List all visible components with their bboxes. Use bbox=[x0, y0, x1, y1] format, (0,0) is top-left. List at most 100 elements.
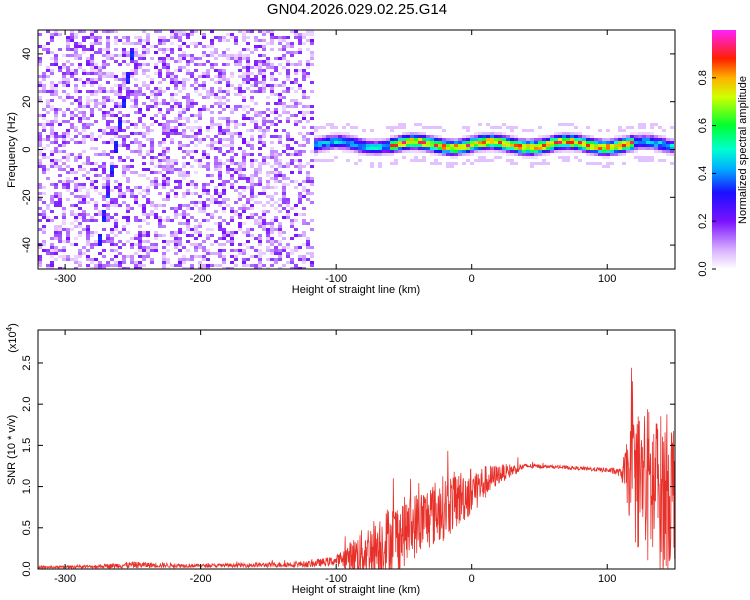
spectrogram-cell bbox=[658, 138, 662, 141]
spectrogram-cell bbox=[190, 267, 194, 269]
spectrogram-cell bbox=[110, 138, 114, 141]
spectrogram-cell bbox=[230, 36, 234, 39]
spectrogram-cell bbox=[642, 132, 646, 135]
spectrogram-cell bbox=[218, 36, 222, 39]
spectrogram-cell bbox=[150, 105, 154, 108]
spectrogram-cell bbox=[218, 147, 222, 150]
spectrogram-cell bbox=[298, 171, 302, 174]
spectrogram-cell bbox=[62, 258, 66, 261]
spectrogram-cell bbox=[310, 159, 314, 162]
spectrogram-cell bbox=[274, 186, 278, 189]
spectrogram-cell bbox=[610, 138, 614, 141]
spectrogram-cell bbox=[426, 135, 430, 138]
spectrogram-cell bbox=[298, 39, 302, 42]
spectrogram-cell bbox=[258, 234, 262, 237]
spectrogram-cell bbox=[46, 99, 50, 102]
spectrogram-cell bbox=[258, 90, 262, 93]
spectrogram-cell bbox=[130, 192, 134, 195]
spectrogram-cell bbox=[78, 156, 82, 159]
spectrogram-cell bbox=[130, 141, 134, 144]
spectrogram-cell bbox=[122, 171, 126, 174]
spectrogram-cell bbox=[86, 105, 90, 108]
spectrogram-cell bbox=[138, 204, 142, 207]
spectrogram-cell bbox=[590, 144, 594, 147]
spectrogram-cell bbox=[42, 249, 46, 252]
spectrogram-cell bbox=[150, 213, 154, 216]
spectrogram-cell bbox=[190, 258, 194, 261]
spectrogram-cell bbox=[502, 141, 506, 144]
spectrogram-cell bbox=[274, 207, 278, 210]
spectrogram-cell bbox=[242, 78, 246, 81]
spectrogram-cell bbox=[150, 81, 154, 84]
spectrogram-cell bbox=[206, 192, 210, 195]
spectrogram-cell bbox=[74, 195, 78, 198]
spectrogram-cell bbox=[454, 153, 458, 156]
spectrogram-cell bbox=[574, 144, 578, 147]
spectrogram-cell bbox=[486, 150, 490, 153]
spectrogram-cell bbox=[474, 159, 478, 162]
spectrogram-cell bbox=[274, 240, 278, 243]
spectrogram-cell bbox=[130, 237, 134, 240]
spectrogram-cell bbox=[370, 162, 374, 165]
spectrogram-cell bbox=[310, 51, 314, 54]
spectrogram-cell bbox=[134, 264, 138, 267]
spectrogram-cell bbox=[238, 171, 242, 174]
spectrogram-cell bbox=[254, 213, 258, 216]
spectrogram-cell bbox=[146, 84, 150, 87]
spectrogram-cell bbox=[590, 138, 594, 141]
spectrogram-cell bbox=[498, 132, 502, 135]
spectrogram-cell bbox=[638, 144, 642, 147]
spectrogram-cell bbox=[270, 87, 274, 90]
spectrogram-cell bbox=[666, 153, 670, 156]
spectrogram-cell bbox=[130, 189, 134, 192]
spectrogram-cell bbox=[274, 36, 278, 39]
spectrogram-cell bbox=[254, 81, 258, 84]
spectrogram-cell bbox=[54, 228, 58, 231]
spectrogram-cell bbox=[62, 267, 66, 269]
spectrogram-cell bbox=[250, 204, 254, 207]
spectrogram-cell bbox=[194, 30, 198, 33]
spectrogram-cell bbox=[278, 138, 282, 141]
spectrogram-cell bbox=[314, 135, 318, 138]
spectrogram-cell bbox=[134, 141, 138, 144]
spectrogram-cell bbox=[282, 237, 286, 240]
spectrogram-cell bbox=[310, 255, 314, 258]
spectrogram-cell bbox=[226, 99, 230, 102]
spectrogram-cell bbox=[306, 258, 310, 261]
spectrogram-cell bbox=[226, 150, 230, 153]
spectrogram-cell bbox=[186, 60, 190, 63]
spectrogram-cell bbox=[162, 36, 166, 39]
spectrogram-cell bbox=[526, 138, 530, 141]
spectrogram-cell bbox=[218, 165, 222, 168]
spectrogram-cell bbox=[402, 156, 406, 159]
spectrogram-cell bbox=[510, 129, 514, 132]
spectrogram-cell bbox=[250, 174, 254, 177]
spectrogram-cell bbox=[402, 123, 406, 126]
spectrogram-cell bbox=[186, 78, 190, 81]
spectrogram-cell bbox=[118, 144, 122, 147]
spectrogram-cell bbox=[90, 138, 94, 141]
spectrogram-cell bbox=[118, 231, 122, 234]
spectrogram-cell bbox=[454, 141, 458, 144]
spectrogram-cell bbox=[218, 96, 222, 99]
spectrogram-cell bbox=[166, 126, 170, 129]
spectrogram-cell bbox=[562, 132, 566, 135]
spectrogram-cell bbox=[278, 222, 282, 225]
spectrogram-cell bbox=[442, 129, 446, 132]
spectrogram-cell bbox=[126, 90, 130, 93]
spectrogram-cell bbox=[82, 150, 86, 153]
spectrogram-cell bbox=[38, 123, 42, 126]
spectrogram-cell bbox=[94, 51, 98, 54]
spectrogram-cell bbox=[214, 69, 218, 72]
spectrogram-cell bbox=[218, 99, 222, 102]
spectrogram-cell bbox=[410, 159, 414, 162]
spectrogram-cell bbox=[106, 141, 110, 144]
spectrogram-cell bbox=[62, 207, 66, 210]
spectrogram-cell bbox=[614, 150, 618, 153]
spectrogram-cell bbox=[670, 162, 674, 165]
spectrogram-cell bbox=[134, 72, 138, 75]
spectrogram-cell bbox=[294, 90, 298, 93]
spectrogram-cell bbox=[62, 78, 66, 81]
spectrogram-cell bbox=[578, 132, 582, 135]
spectrogram-cell bbox=[502, 132, 506, 135]
